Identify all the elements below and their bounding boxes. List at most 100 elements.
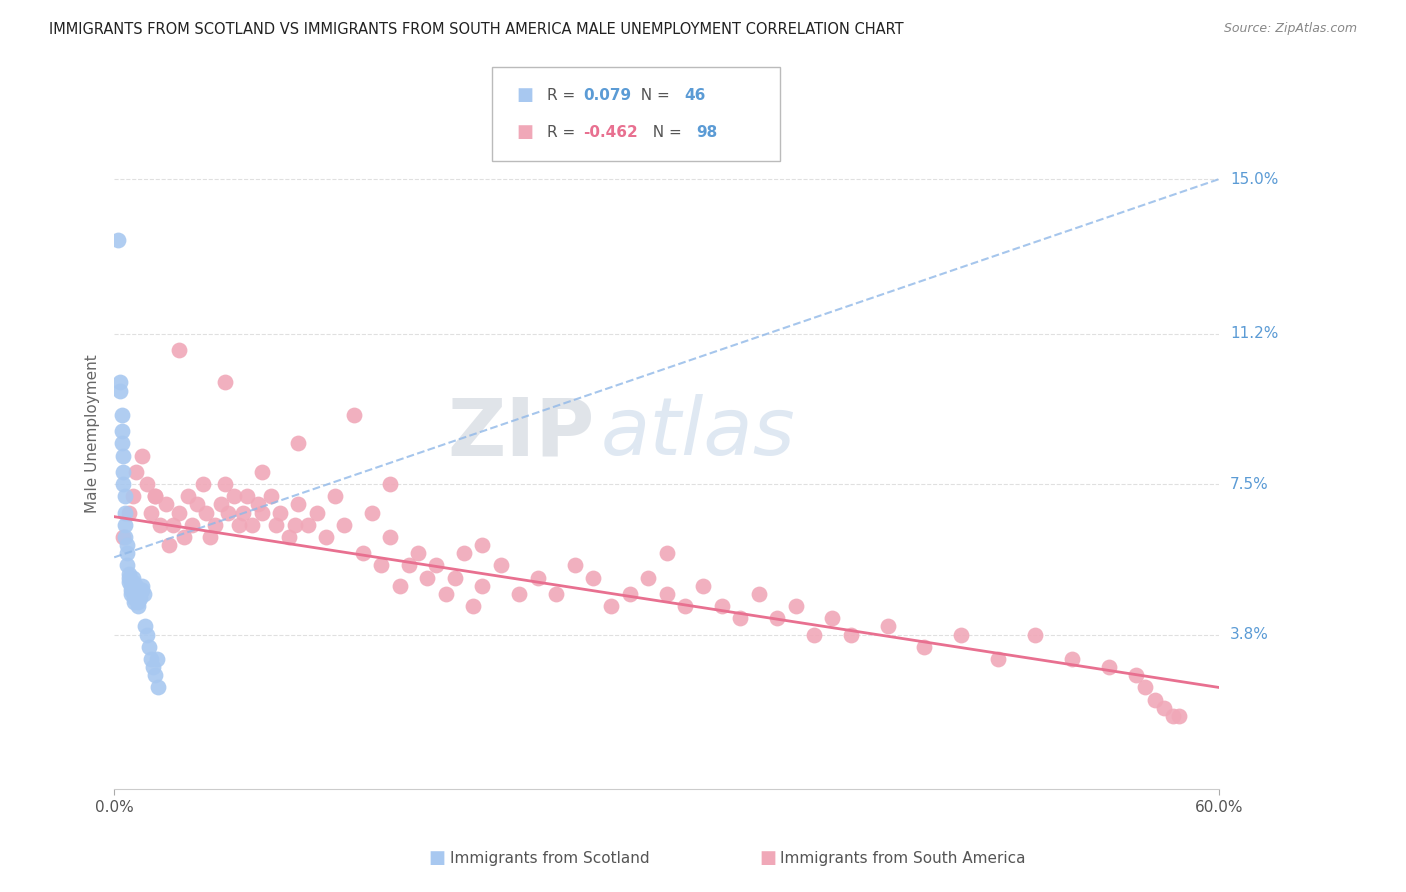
Point bbox=[264, 517, 287, 532]
Text: 3.8%: 3.8% bbox=[1230, 627, 1270, 642]
Point bbox=[118, 506, 141, 520]
Point bbox=[131, 449, 153, 463]
Point bbox=[134, 619, 156, 633]
Point bbox=[120, 579, 142, 593]
Point bbox=[228, 517, 250, 532]
Point bbox=[143, 489, 166, 503]
Text: R =: R = bbox=[547, 87, 581, 103]
Point bbox=[167, 343, 190, 357]
Point bbox=[121, 582, 143, 597]
Point bbox=[136, 627, 159, 641]
Point bbox=[250, 506, 273, 520]
Point bbox=[107, 233, 129, 247]
Point bbox=[655, 546, 678, 560]
Point bbox=[112, 465, 135, 479]
Text: N =: N = bbox=[631, 87, 675, 103]
Point bbox=[564, 558, 586, 573]
Point bbox=[132, 587, 155, 601]
Point bbox=[692, 579, 714, 593]
Point bbox=[619, 587, 641, 601]
Point bbox=[115, 538, 138, 552]
Point bbox=[118, 566, 141, 581]
Point bbox=[204, 517, 226, 532]
Point bbox=[582, 571, 605, 585]
Point bbox=[131, 582, 153, 597]
Point bbox=[260, 489, 283, 503]
Text: Immigrants from Scotland: Immigrants from Scotland bbox=[450, 851, 650, 865]
Point bbox=[398, 558, 420, 573]
Point bbox=[236, 489, 259, 503]
Point bbox=[785, 599, 807, 614]
Point bbox=[950, 627, 973, 641]
Point bbox=[124, 591, 146, 605]
Text: atlas: atlas bbox=[600, 394, 794, 472]
Point bbox=[600, 599, 623, 614]
Point bbox=[1125, 668, 1147, 682]
Point bbox=[118, 574, 141, 589]
Point bbox=[730, 611, 752, 625]
Point bbox=[124, 595, 146, 609]
Point bbox=[1135, 681, 1157, 695]
Point bbox=[1060, 652, 1083, 666]
Point bbox=[444, 571, 467, 585]
Point bbox=[425, 558, 447, 573]
Point bbox=[198, 530, 221, 544]
Point bbox=[222, 489, 245, 503]
Point bbox=[110, 408, 132, 422]
Point bbox=[250, 465, 273, 479]
Point bbox=[167, 506, 190, 520]
Point bbox=[108, 376, 131, 390]
Point bbox=[1097, 660, 1119, 674]
Point bbox=[129, 587, 152, 601]
Point bbox=[278, 530, 301, 544]
Point bbox=[305, 506, 328, 520]
Point bbox=[287, 436, 309, 450]
Point bbox=[139, 652, 162, 666]
Point bbox=[127, 599, 149, 614]
Text: ■: ■ bbox=[516, 87, 533, 104]
Point bbox=[1153, 701, 1175, 715]
Point bbox=[1167, 709, 1189, 723]
Point bbox=[177, 489, 200, 503]
Point bbox=[655, 587, 678, 601]
Text: ■: ■ bbox=[516, 123, 533, 141]
Text: 15.0%: 15.0% bbox=[1230, 171, 1278, 186]
Point bbox=[453, 546, 475, 560]
Point bbox=[821, 611, 844, 625]
Point bbox=[839, 627, 862, 641]
Text: N =: N = bbox=[643, 125, 686, 140]
Point bbox=[637, 571, 659, 585]
Point bbox=[180, 517, 202, 532]
Point bbox=[471, 579, 494, 593]
Point bbox=[127, 587, 149, 601]
Point bbox=[139, 506, 162, 520]
Point bbox=[120, 587, 142, 601]
Point bbox=[1024, 627, 1046, 641]
Point bbox=[232, 506, 254, 520]
Point bbox=[108, 384, 131, 398]
Text: ■: ■ bbox=[759, 849, 776, 867]
Point bbox=[143, 668, 166, 682]
Point bbox=[508, 587, 530, 601]
Y-axis label: Male Unemployment: Male Unemployment bbox=[86, 354, 100, 513]
Point bbox=[127, 595, 149, 609]
Point bbox=[112, 530, 135, 544]
Text: ■: ■ bbox=[429, 849, 446, 867]
Point bbox=[673, 599, 696, 614]
Point bbox=[388, 579, 411, 593]
Point bbox=[284, 517, 307, 532]
Text: R =: R = bbox=[547, 125, 581, 140]
Point bbox=[114, 506, 136, 520]
Point bbox=[159, 538, 181, 552]
Point bbox=[115, 558, 138, 573]
Text: ZIP: ZIP bbox=[447, 394, 595, 472]
Point bbox=[191, 477, 214, 491]
Point bbox=[209, 498, 232, 512]
Point bbox=[434, 587, 457, 601]
Text: 7.5%: 7.5% bbox=[1230, 476, 1268, 491]
Point bbox=[125, 582, 148, 597]
Point bbox=[287, 498, 309, 512]
Point bbox=[406, 546, 429, 560]
Point bbox=[110, 424, 132, 438]
Point bbox=[114, 530, 136, 544]
